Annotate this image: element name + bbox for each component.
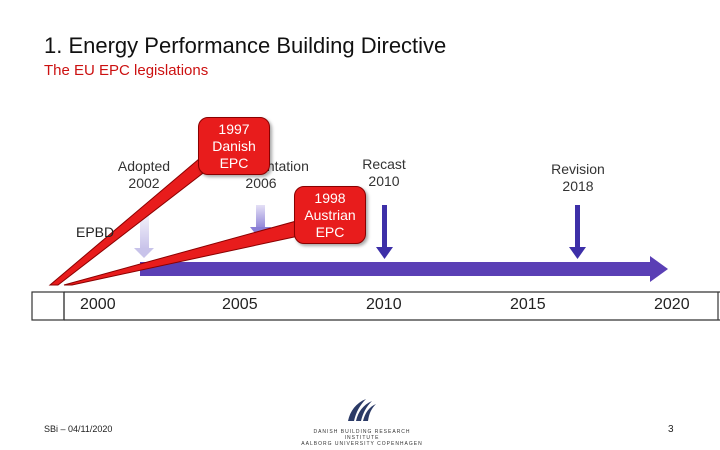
page-number: 3 bbox=[668, 424, 674, 435]
event-year: 2006 bbox=[245, 175, 277, 191]
event-year: 2002 bbox=[128, 175, 160, 191]
callout-text: Danish EPC bbox=[212, 138, 256, 171]
year-2005: 2005 bbox=[222, 296, 258, 313]
year-2020: 2020 bbox=[654, 296, 690, 313]
event-label-revision: Revision 2018 bbox=[538, 161, 618, 195]
timeline-bar bbox=[140, 262, 652, 276]
event-name: Adopted bbox=[117, 158, 171, 174]
slide-title: 1. Energy Performance Building Directive bbox=[44, 33, 447, 58]
callout-year: 1998 bbox=[314, 190, 346, 206]
event-year: 2018 bbox=[562, 178, 594, 194]
callout-year: 1997 bbox=[218, 121, 250, 137]
event-label-recast: Recast 2010 bbox=[344, 156, 424, 190]
event-arrow-recast bbox=[376, 205, 393, 259]
timeline-arrowhead bbox=[650, 256, 668, 282]
callout-austrian-epc: 1998 Austrian EPC bbox=[294, 186, 366, 244]
event-arrow-adopted bbox=[134, 205, 154, 258]
event-arrow-revision bbox=[569, 205, 586, 259]
logo-subname: AALBORG UNIVERSITY COPENHAGEN bbox=[301, 441, 423, 447]
event-name: Recast bbox=[362, 156, 406, 172]
footer-date: SBi – 04/11/2020 bbox=[44, 424, 113, 434]
event-label-adopted: Adopted 2002 bbox=[104, 158, 184, 192]
year-2010: 2010 bbox=[366, 296, 402, 313]
year-2015: 2015 bbox=[510, 296, 546, 313]
origin-box bbox=[31, 291, 65, 321]
institute-logo-icon bbox=[348, 399, 376, 421]
year-2000: 2000 bbox=[80, 296, 116, 313]
callout-text: Austrian EPC bbox=[304, 207, 356, 240]
event-year: 2010 bbox=[368, 173, 400, 189]
slide-subtitle: The EU EPC legislations bbox=[44, 62, 209, 79]
callout-danish-epc: 1997 Danish EPC bbox=[198, 117, 270, 175]
institute-logo-text: DANISH BUILDING RESEARCH INSTITUTE AALBO… bbox=[296, 429, 428, 447]
logo-name: DANISH BUILDING RESEARCH INSTITUTE bbox=[313, 429, 411, 441]
epbd-label: EPBD bbox=[76, 224, 115, 240]
event-name: Revision bbox=[551, 161, 605, 177]
